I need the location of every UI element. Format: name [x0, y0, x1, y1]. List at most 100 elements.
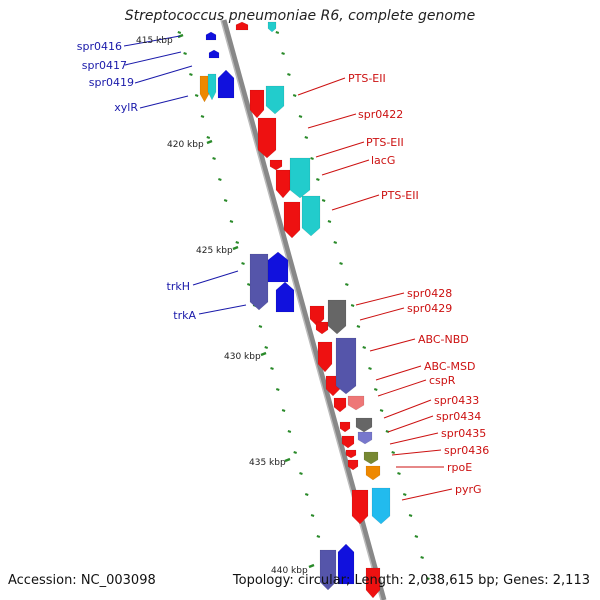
callout-lacG — [321, 159, 370, 176]
map-title: Streptococcus pneumoniae R6, complete ge… — [124, 8, 476, 24]
gene-spr0436 — [345, 449, 357, 459]
tick-mark — [241, 262, 245, 265]
tick-mark — [426, 577, 430, 580]
tick-mark — [183, 52, 187, 55]
gene-label-cspR[interactable]: cspR — [429, 374, 456, 387]
tick-mark — [299, 472, 303, 475]
gene-red-small — [269, 159, 283, 171]
gene-label-spr0422[interactable]: spr0422 — [358, 108, 404, 121]
gene-label-pyrG[interactable]: pyrG — [455, 483, 482, 496]
gene-red-small-4 — [347, 459, 359, 471]
gene-label-abc-msd[interactable]: ABC-MSD — [424, 360, 476, 373]
gene-label-spr0429[interactable]: spr0429 — [407, 302, 453, 315]
tick-mark — [339, 262, 343, 265]
gene-spr0434 — [341, 435, 355, 449]
gene-label-pts-eii-1[interactable]: PTS-EII — [348, 72, 386, 85]
topology-text: Topology: circular; Length: 2,038,615 bp… — [232, 573, 590, 588]
gene-label-abc-nbd[interactable]: ABC-NBD — [418, 333, 469, 346]
major-tick — [232, 245, 239, 251]
tick-mark — [397, 472, 401, 475]
gene-cyan-1 — [207, 73, 217, 101]
callout-trkH — [192, 270, 239, 286]
tick-mark — [350, 304, 355, 307]
tick-mark — [247, 283, 251, 286]
callout-pyrG — [401, 488, 453, 501]
tick-mark — [373, 388, 378, 391]
callout-lines — [123, 35, 453, 501]
tick-mark — [304, 493, 309, 496]
tick-mark — [420, 556, 424, 559]
gene-label-spr0435[interactable]: spr0435 — [441, 427, 487, 440]
tick-mark — [281, 409, 286, 412]
tick-mark — [321, 199, 326, 202]
gene-label-spr0433[interactable]: spr0433 — [434, 394, 480, 407]
scale-label-415: 415 kbp — [136, 36, 173, 46]
gene-orange-1 — [199, 75, 210, 103]
major-tick — [284, 457, 291, 463]
tick-mark — [379, 409, 384, 412]
callout-spr0429 — [359, 307, 405, 321]
gene-label-spr0428[interactable]: spr0428 — [407, 287, 453, 300]
gene-label-spr0419[interactable]: spr0419 — [88, 76, 134, 89]
gene-label-lacG[interactable]: lacG — [371, 154, 396, 167]
genes — [199, 21, 391, 599]
callout-spr0433 — [383, 399, 432, 419]
tick-mark — [275, 388, 280, 391]
gene-label-spr0434[interactable]: spr0434 — [436, 410, 482, 423]
gene-spr0417 — [208, 49, 220, 59]
accession-text: Accession: NC_003098 — [8, 573, 156, 588]
gene-pts-eii-3 — [283, 201, 301, 239]
callout-pts-eii-3 — [331, 194, 380, 211]
tick-marks — [177, 31, 430, 580]
gene-label-spr0417[interactable]: spr0417 — [81, 59, 127, 72]
callout-spr0436 — [391, 449, 442, 456]
gene-trkH — [267, 251, 289, 283]
tick-mark — [408, 514, 413, 517]
gene-red-small-2 — [315, 321, 329, 335]
tick-mark — [189, 73, 193, 76]
gene-trkA — [275, 281, 295, 313]
gene-gray-2 — [355, 417, 373, 433]
callout-spr0434 — [387, 415, 434, 433]
gene-label-pts-eii-2[interactable]: PTS-EII — [366, 136, 404, 149]
tick-mark — [264, 346, 269, 349]
scale-label-420: 420 kbp — [167, 140, 204, 150]
gene-label-trkH[interactable]: trkH — [166, 280, 190, 293]
callout-spr0435 — [389, 432, 439, 445]
gene-cspR — [347, 395, 365, 411]
tick-mark — [194, 94, 199, 97]
gene-label-spr0436[interactable]: spr0436 — [444, 444, 490, 457]
callout-spr0422 — [307, 113, 357, 129]
gene-label-xylR[interactable]: xylR — [114, 101, 138, 114]
gene-label-spr0416[interactable]: spr0416 — [76, 40, 122, 53]
gene-spr0416 — [205, 31, 217, 41]
callout-xylR — [139, 95, 189, 109]
gene-abc-nbd-1 — [317, 341, 333, 373]
tick-mark — [212, 157, 216, 160]
tick-mark — [402, 493, 407, 496]
scale-label-425: 425 kbp — [196, 246, 233, 256]
gene-pyrG — [371, 487, 391, 525]
tick-mark — [218, 178, 222, 181]
gene-bottom-red — [365, 567, 381, 599]
gene-spr0422 — [257, 117, 277, 159]
tick-mark — [368, 367, 372, 370]
tick-mark — [270, 367, 274, 370]
tick-mark — [293, 451, 297, 454]
tick-mark — [345, 283, 349, 286]
callout-spr0416 — [123, 35, 181, 47]
callout-abc-nbd — [369, 338, 416, 352]
gene-pts-eii-2 — [275, 169, 291, 199]
gene-label-trkA[interactable]: trkA — [173, 309, 196, 322]
major-tick — [308, 563, 315, 569]
scale-label-440: 440 kbp — [271, 566, 308, 576]
tick-mark — [333, 241, 338, 244]
gene-spr0429 — [327, 299, 347, 335]
gene-olive — [363, 451, 379, 465]
gene-pts-eii-1 — [249, 89, 265, 119]
tick-mark — [281, 52, 285, 55]
gene-label-pts-eii-3[interactable]: PTS-EII — [381, 189, 419, 202]
callout-pts-eii-2 — [315, 141, 365, 158]
gene-label-rpoE[interactable]: rpoE — [447, 461, 473, 474]
